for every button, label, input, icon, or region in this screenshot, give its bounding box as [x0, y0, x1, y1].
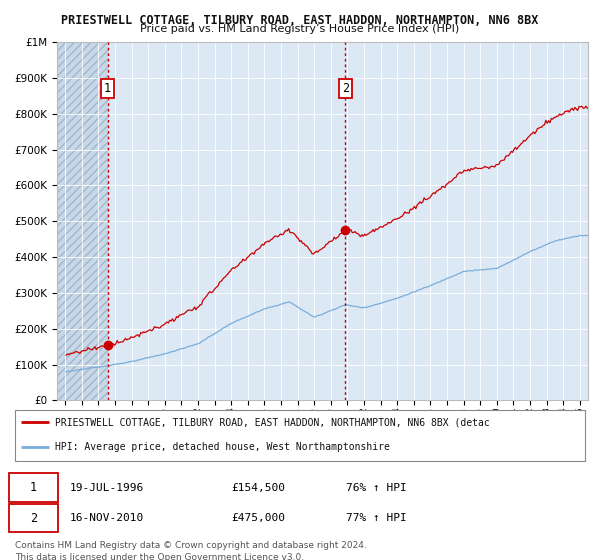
Text: Contains HM Land Registry data © Crown copyright and database right 2024.: Contains HM Land Registry data © Crown c… [15, 541, 367, 550]
Text: £475,000: £475,000 [231, 513, 285, 523]
Text: 1: 1 [30, 481, 37, 494]
Bar [57, 42, 107, 400]
Text: This data is licensed under the Open Government Licence v3.0.: This data is licensed under the Open Gov… [15, 553, 304, 560]
FancyBboxPatch shape [9, 473, 58, 502]
Text: PRIESTWELL COTTAGE, TILBURY ROAD, EAST HADDON, NORTHAMPTON, NN6 8BX: PRIESTWELL COTTAGE, TILBURY ROAD, EAST H… [61, 14, 539, 27]
Text: 1: 1 [104, 82, 111, 95]
Text: 2: 2 [342, 82, 349, 95]
Text: 16-NOV-2010: 16-NOV-2010 [70, 513, 144, 523]
Text: 19-JUL-1996: 19-JUL-1996 [70, 483, 144, 493]
FancyBboxPatch shape [15, 410, 585, 461]
Text: HPI: Average price, detached house, West Northamptonshire: HPI: Average price, detached house, West… [55, 442, 390, 452]
Text: Price paid vs. HM Land Registry’s House Price Index (HPI): Price paid vs. HM Land Registry’s House … [140, 24, 460, 34]
Text: 2: 2 [30, 512, 37, 525]
Text: 77% ↑ HPI: 77% ↑ HPI [346, 513, 407, 523]
FancyBboxPatch shape [9, 504, 58, 533]
Text: £154,500: £154,500 [231, 483, 285, 493]
Text: 76% ↑ HPI: 76% ↑ HPI [346, 483, 407, 493]
Text: PRIESTWELL COTTAGE, TILBURY ROAD, EAST HADDON, NORTHAMPTON, NN6 8BX (detac: PRIESTWELL COTTAGE, TILBURY ROAD, EAST H… [55, 417, 490, 427]
Bar [57, 42, 107, 400]
